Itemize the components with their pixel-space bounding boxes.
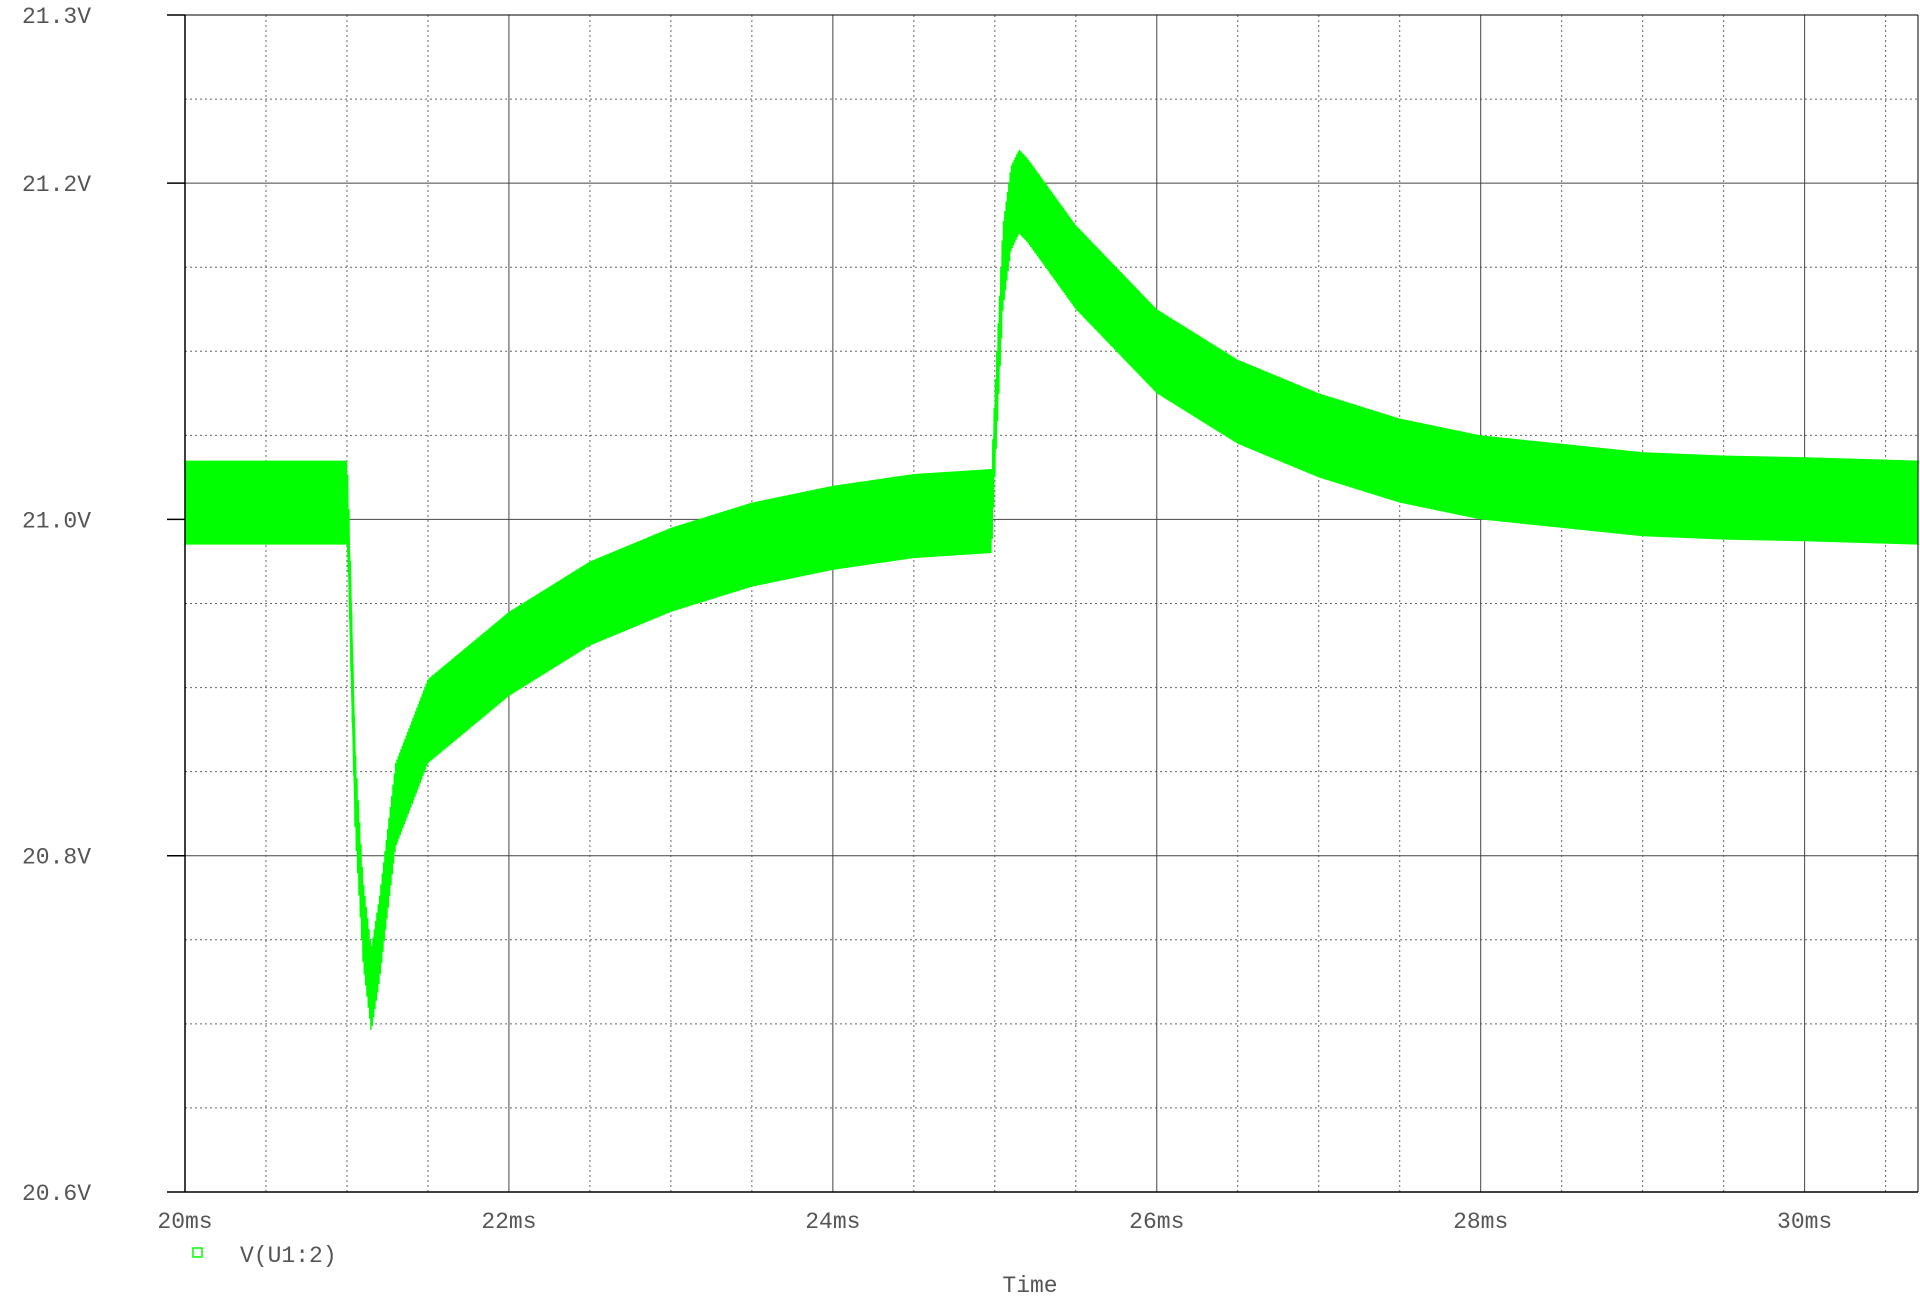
x-tick-label: 28ms [1453,1209,1508,1235]
y-tick-label: 21.0V [22,508,91,534]
y-tick-label: 20.8V [22,845,91,871]
legend-marker-v-u1-2 [192,1247,203,1258]
legend-label-v-u1-2: V(U1:2) [240,1243,337,1269]
x-tick-label: 26ms [1129,1209,1184,1235]
tick-labels: 20ms 22ms 24ms 26ms 28ms 30ms 20.6V 20.8V 21.0V 2… [22,4,1832,1235]
y-tick-label: 21.3V [22,4,91,30]
x-tick-label: 30ms [1777,1209,1832,1235]
x-tick-label: 20ms [157,1209,212,1235]
axes [167,14,1919,1193]
y-tick-label: 21.2V [22,172,91,198]
series-line-0 [184,149,1919,1030]
x-tick-label: 22ms [481,1209,536,1235]
series-layer [184,149,1919,1030]
y-tick-label: 20.6V [22,1181,91,1207]
series-center-line-0 [185,189,1919,984]
x-tick-label: 24ms [805,1209,860,1235]
legend: V(U1:2) [192,1243,337,1269]
x-axis-label: Time [1002,1273,1057,1298]
